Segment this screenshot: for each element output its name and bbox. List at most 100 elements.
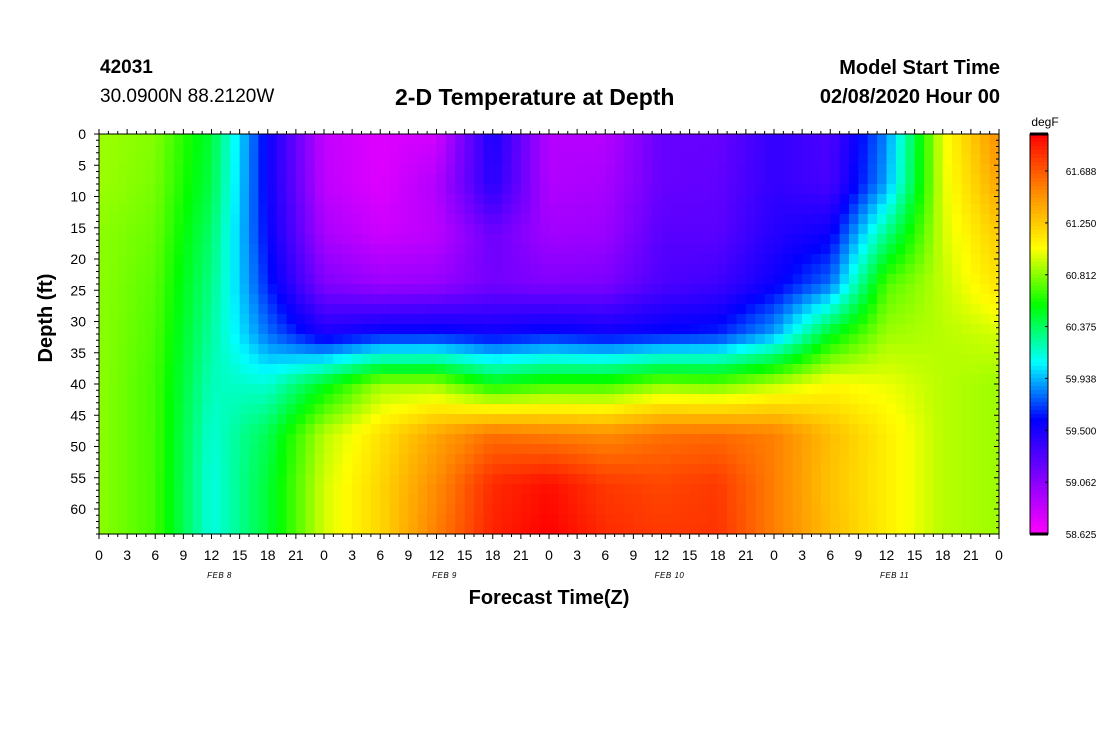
heatmap-cell <box>333 294 344 305</box>
heatmap-cell <box>549 164 559 175</box>
heatmap-cell <box>933 464 944 475</box>
heatmap-cell <box>989 154 1000 165</box>
heatmap-cell <box>830 354 841 365</box>
colorbar-segment <box>1030 218 1048 223</box>
heatmap-cell <box>220 274 231 285</box>
heatmap-cell <box>595 184 606 195</box>
heatmap-cell <box>745 214 756 225</box>
heatmap-cell <box>258 474 269 485</box>
heatmap-cell <box>867 324 878 335</box>
heatmap-cell <box>286 324 297 335</box>
heatmap-cell <box>755 404 766 415</box>
heatmap-cell <box>614 254 625 265</box>
heatmap-cell <box>155 524 166 535</box>
heatmap-cell <box>811 474 822 485</box>
heatmap-cell <box>961 414 972 425</box>
heatmap-cell <box>755 374 766 385</box>
heatmap-cell <box>445 354 456 365</box>
heatmap-cell <box>783 444 794 455</box>
heatmap-cell <box>211 494 222 505</box>
heatmap-cell <box>370 144 381 155</box>
heatmap-cell <box>820 444 831 455</box>
heatmap-cell <box>680 274 691 285</box>
heatmap-cell <box>455 404 466 415</box>
heatmap-cell <box>970 294 981 305</box>
heatmap-cell <box>333 244 344 255</box>
heatmap-cell <box>249 374 259 385</box>
heatmap-cell <box>539 294 550 305</box>
heatmap-cell <box>324 424 334 435</box>
heatmap-cell <box>933 244 944 255</box>
heatmap-cell <box>352 234 363 245</box>
heatmap-cell <box>699 414 709 425</box>
heatmap-cell <box>811 334 822 345</box>
heatmap-cell <box>661 314 672 325</box>
heatmap-cell <box>436 434 447 445</box>
heatmap-cell <box>324 484 334 495</box>
heatmap-cell <box>417 174 428 185</box>
heatmap-cell <box>670 174 681 185</box>
heatmap-cell <box>745 314 756 325</box>
heatmap-cell <box>183 374 194 385</box>
heatmap-cell <box>980 364 991 375</box>
heatmap-cell <box>717 424 728 435</box>
heatmap-cell <box>445 144 456 155</box>
heatmap-cell <box>455 234 466 245</box>
heatmap-cell <box>877 214 888 225</box>
heatmap-cell <box>192 364 203 375</box>
heatmap-cell <box>127 484 138 495</box>
heatmap-cell <box>736 474 747 485</box>
heatmap-cell <box>961 204 972 215</box>
heatmap-cell <box>558 454 569 465</box>
heatmap-cell <box>202 514 213 525</box>
heatmap-cell <box>867 154 878 165</box>
heatmap-cell <box>774 144 784 155</box>
heatmap-cell <box>502 434 513 445</box>
heatmap-cell <box>642 414 653 425</box>
heatmap-cell <box>877 194 888 205</box>
heatmap-cell <box>905 444 916 455</box>
heatmap-cell <box>502 284 513 295</box>
heatmap-cell <box>764 294 775 305</box>
heatmap-cell <box>811 374 822 385</box>
heatmap-cell <box>399 454 409 465</box>
heatmap-cell <box>145 154 156 165</box>
heatmap-cell <box>455 374 466 385</box>
heatmap-cell <box>202 164 213 175</box>
heatmap-cell <box>670 294 681 305</box>
heatmap-cell <box>652 334 663 345</box>
heatmap-cell <box>220 134 231 145</box>
heatmap-cell <box>192 474 203 485</box>
heatmap-cell <box>727 504 738 515</box>
heatmap-cell <box>445 314 456 325</box>
heatmap-cell <box>258 394 269 405</box>
heatmap-cell <box>164 274 175 285</box>
heatmap-cell <box>342 254 353 265</box>
heatmap-cell <box>783 144 794 155</box>
heatmap-cell <box>230 384 241 395</box>
heatmap-cell <box>145 494 156 505</box>
heatmap-cell <box>605 224 616 235</box>
heatmap-cell <box>764 454 775 465</box>
heatmap-cell <box>614 174 625 185</box>
heatmap-cell <box>211 414 222 425</box>
heatmap-cell <box>605 184 616 195</box>
heatmap-cell <box>361 144 372 155</box>
heatmap-cell <box>145 164 156 175</box>
heatmap-cell <box>530 134 541 145</box>
heatmap-cell <box>905 384 916 395</box>
heatmap-cell <box>370 154 381 165</box>
heatmap-cell <box>427 494 438 505</box>
heatmap-cell <box>239 464 250 475</box>
heatmap-cell <box>736 264 747 275</box>
heatmap-cell <box>474 214 484 225</box>
x-day-label: FEB 10 <box>655 571 685 580</box>
heatmap-cell <box>380 384 391 395</box>
heatmap-cell <box>249 184 259 195</box>
heatmap-cell <box>417 474 428 485</box>
heatmap-cell <box>736 304 747 315</box>
heatmap-cell <box>539 444 550 455</box>
heatmap-cell <box>155 344 166 355</box>
heatmap-cell <box>324 304 334 315</box>
heatmap-cell <box>192 444 203 455</box>
